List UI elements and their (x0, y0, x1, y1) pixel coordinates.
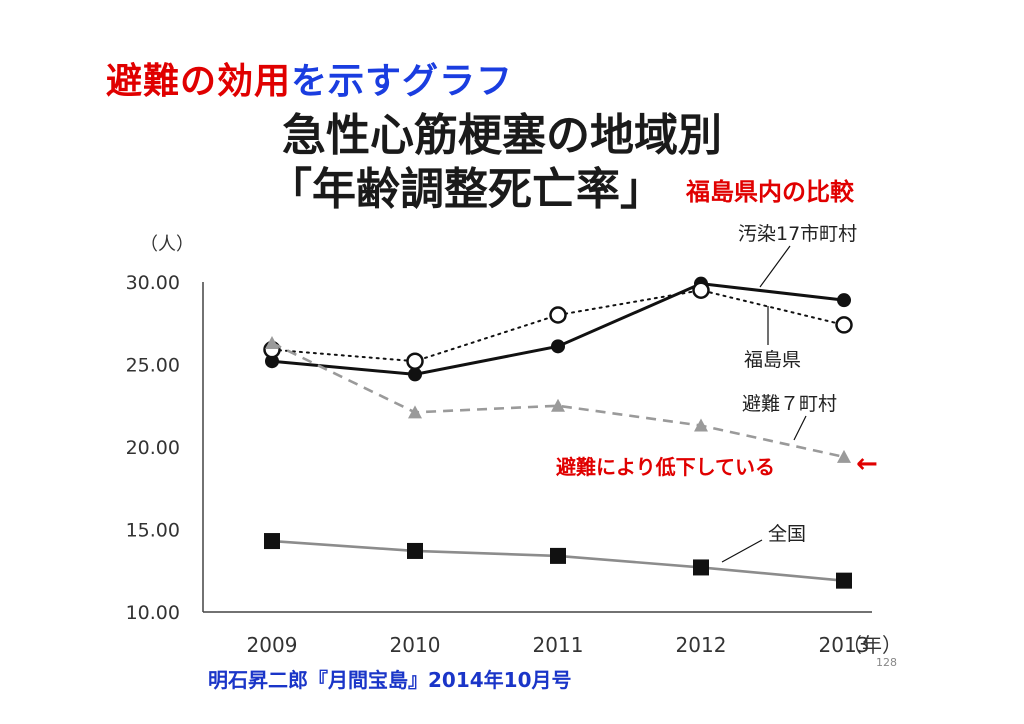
leader-line-national (721, 539, 763, 563)
series-line-2 (271, 341, 845, 459)
data-point-filled-circle (837, 293, 851, 308)
citation: 明石昇二郎『月間宝島』2014年10月号 (208, 668, 572, 692)
y-tick-label: 15.00 (126, 520, 180, 542)
y-tick-label: 25.00 (126, 355, 180, 377)
series-label-contaminated: 汚染17市町村 (738, 223, 857, 245)
y-axis-unit: （人） (140, 234, 194, 255)
chart-title-line2: 「年齢調整死亡率」 (268, 164, 664, 215)
series-layer (263, 276, 853, 589)
data-point-square (407, 542, 423, 559)
series-label-fukushima: 福島県 (744, 349, 801, 371)
data-point-triangle (837, 449, 851, 463)
y-tick-label: 10.00 (126, 602, 180, 624)
data-point-square (550, 547, 566, 564)
data-point-triangle (694, 418, 708, 432)
x-tick-label: 2010 (390, 633, 441, 657)
data-point-filled-circle (408, 367, 422, 382)
x-tick-label: 2011 (533, 633, 584, 657)
annotation-arrow: ← (856, 449, 878, 479)
y-tick-label: 30.00 (126, 272, 180, 294)
x-axis-unit: （年） (842, 633, 902, 657)
y-tick-label: 20.00 (126, 437, 180, 459)
data-point-open-circle (835, 316, 853, 334)
series-label-national: 全国 (768, 523, 806, 545)
annotation-text: 避難により低下している (556, 455, 775, 479)
x-tick-label: 2012 (676, 633, 727, 657)
leader-line-contaminated (759, 245, 791, 288)
series-label-evacuated: 避難７町村 (742, 393, 837, 415)
data-point-open-circle (549, 306, 567, 324)
slide-title-blue: を示すグラフ (291, 61, 514, 102)
data-point-triangle (265, 336, 279, 350)
data-point-triangle (408, 405, 422, 419)
data-point-open-circle (692, 281, 710, 299)
data-point-square (264, 533, 280, 550)
chart-subtitle: 福島県内の比較 (685, 178, 855, 206)
slide-title-red: 避難の効用 (106, 61, 292, 102)
x-tick-label: 2009 (247, 633, 298, 657)
x-tick-labels: 2009 2010 2011 2012 2013 (247, 633, 870, 657)
data-point-open-circle (406, 352, 424, 370)
chart-title-line1: 急性心筋梗塞の地域別 (282, 110, 722, 161)
data-point-square (836, 572, 852, 589)
y-tick-labels: 30.00 25.00 20.00 15.00 10.00 (126, 272, 180, 624)
data-point-triangle (551, 398, 565, 412)
data-point-filled-circle (551, 339, 565, 354)
x-tick-label: 2013 (819, 633, 870, 657)
data-point-square (693, 559, 709, 576)
data-point-filled-circle (265, 354, 279, 369)
leader-line-evacuated (793, 415, 807, 441)
slide-title: 避難の効用を示すグラフ (106, 52, 513, 104)
page-number: 128 (876, 656, 897, 669)
